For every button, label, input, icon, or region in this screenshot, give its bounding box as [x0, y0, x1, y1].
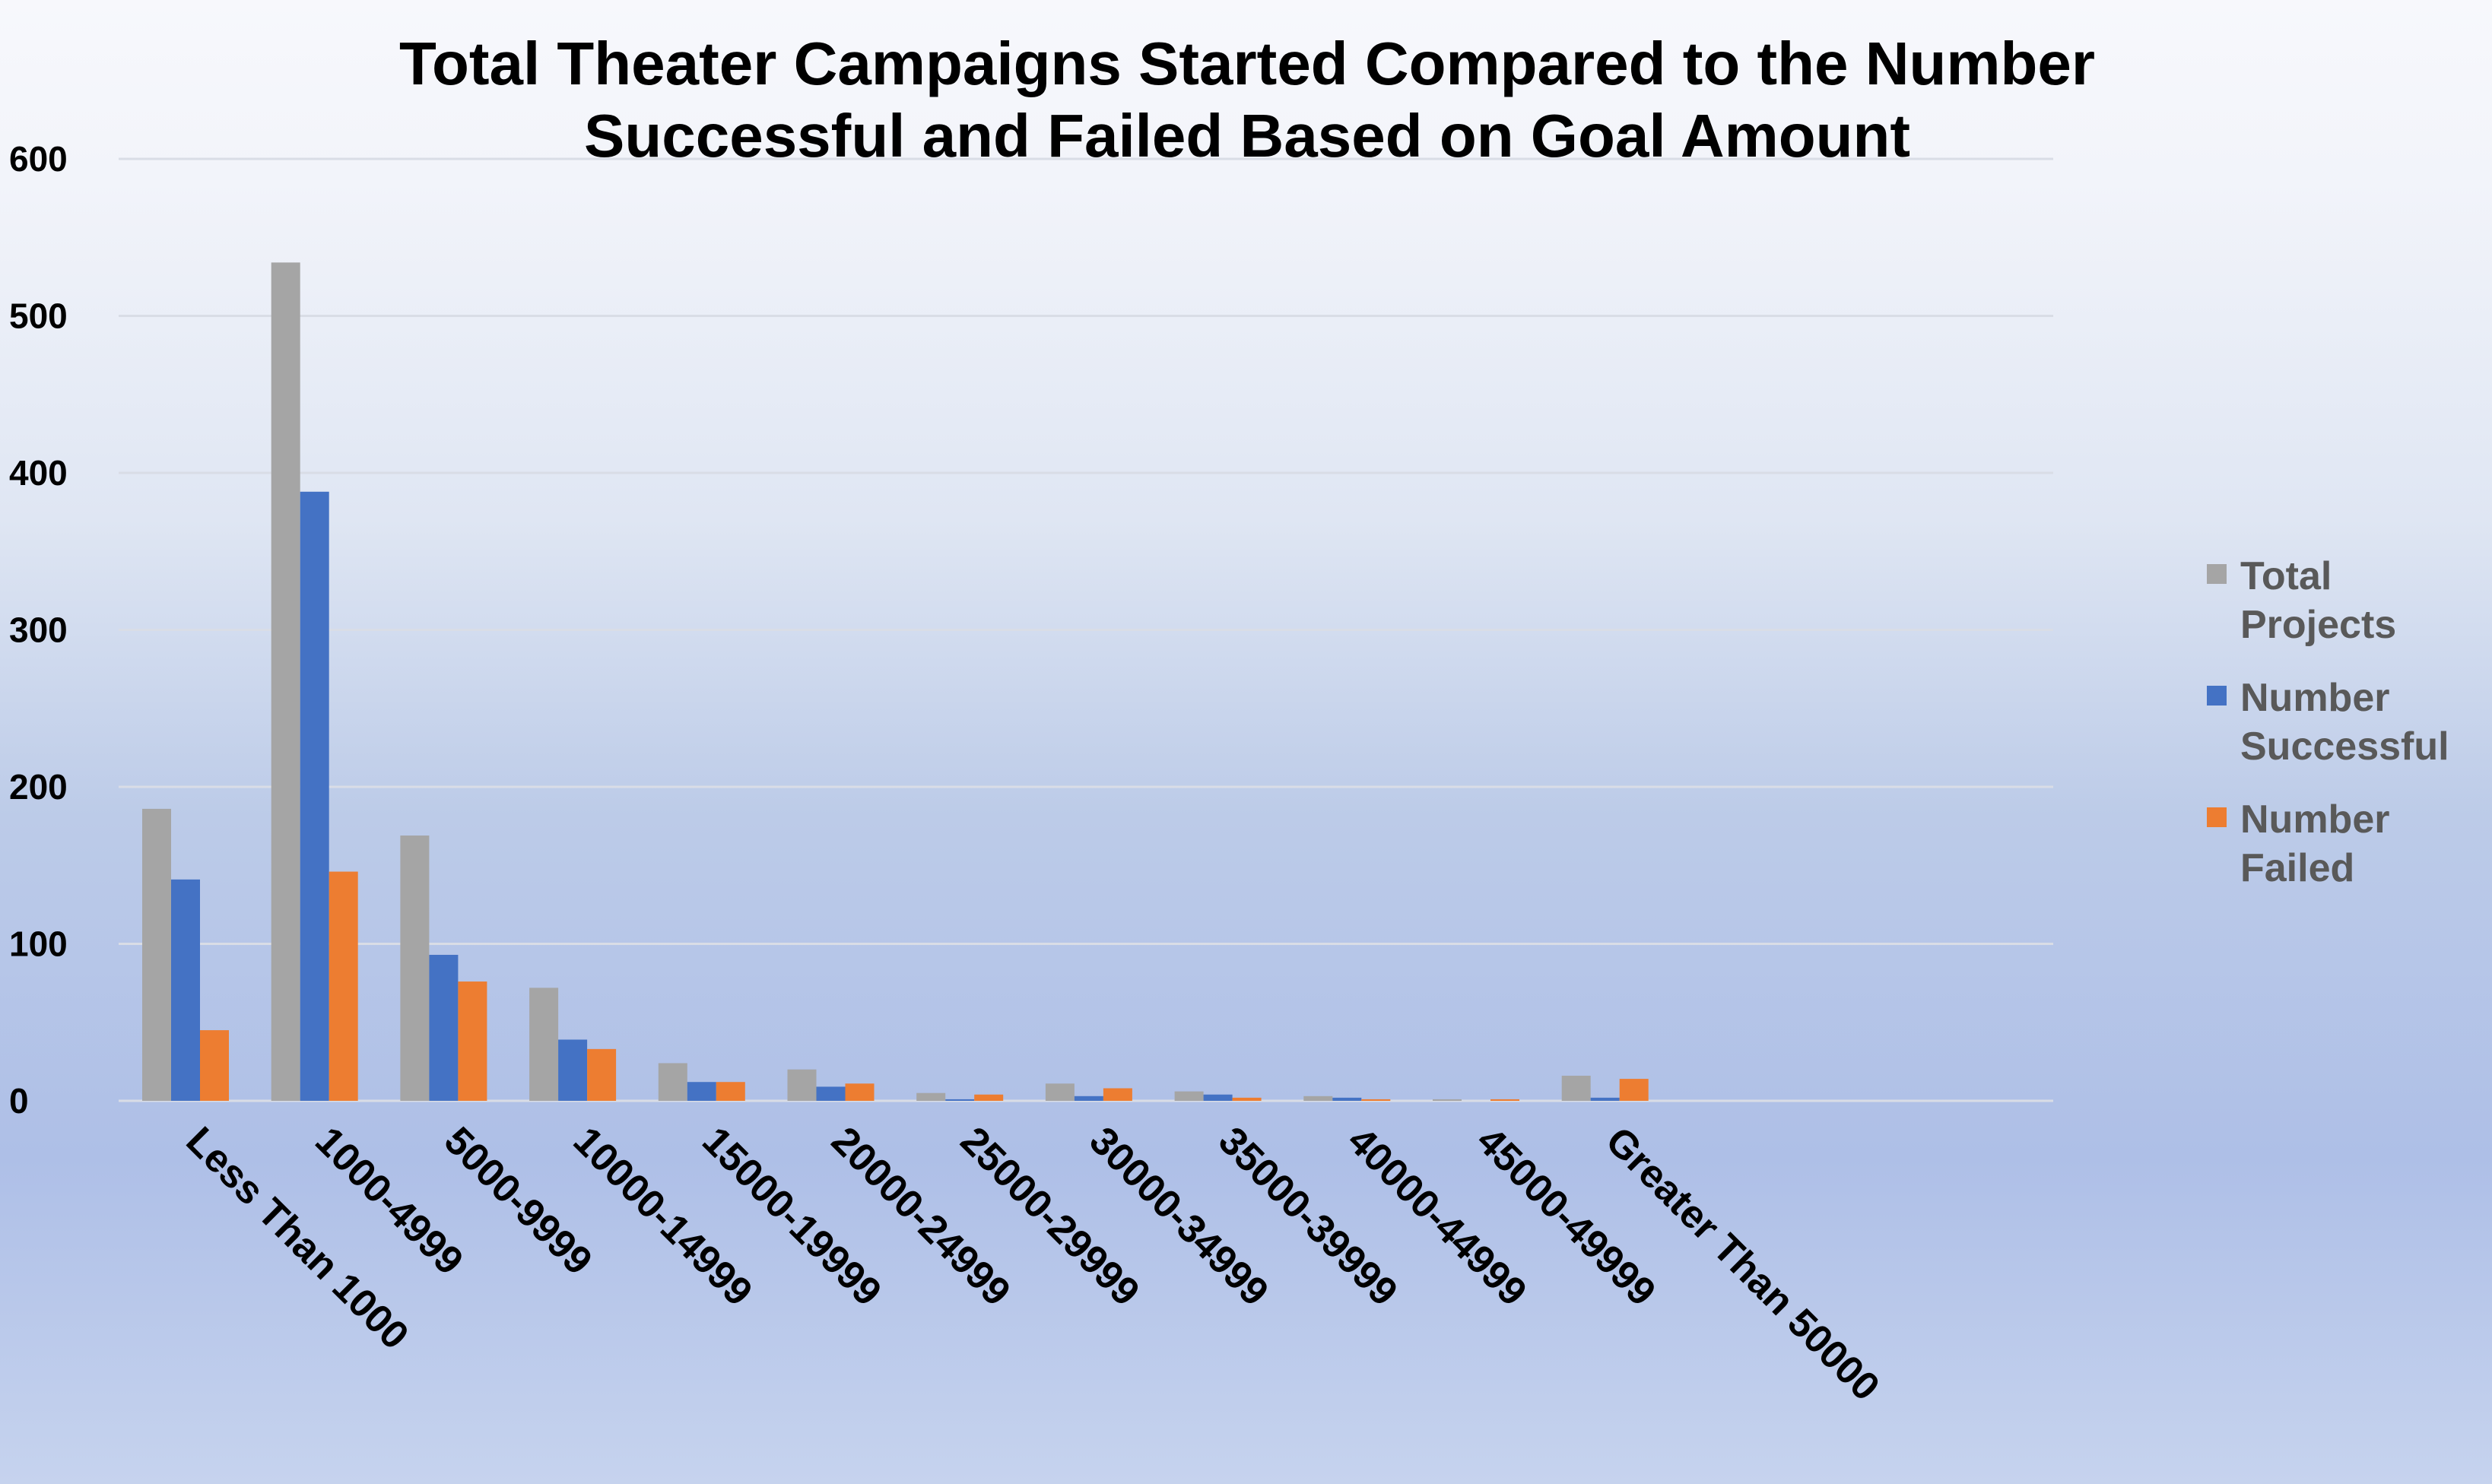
bar-total-projects-7 [1045, 1083, 1075, 1101]
bar-number-failed-3 [587, 1048, 617, 1101]
x-axis-ticks: Less Than 10001000-49995000-999910000-14… [178, 1118, 1888, 1409]
bar-number-successful-8 [1203, 1094, 1233, 1101]
bar-total-projects-1 [271, 262, 300, 1101]
chart-title: Total Theater Campaigns Started Compared… [399, 30, 2095, 170]
bar-number-failed-6 [974, 1094, 1004, 1101]
bar-number-successful-1 [300, 491, 329, 1101]
y-tick-label: 0 [9, 1081, 29, 1121]
bar-total-projects-10 [1433, 1099, 1462, 1101]
y-tick-label: 400 [9, 453, 68, 493]
legend-label: Number [2240, 676, 2389, 720]
bar-number-failed-8 [1232, 1097, 1262, 1101]
bar-number-successful-3 [558, 1039, 588, 1101]
bar-number-failed-9 [1361, 1099, 1391, 1101]
legend-label: Number [2240, 797, 2389, 842]
chart-title-line-1: Total Theater Campaigns Started Compared… [399, 30, 2095, 97]
bar-number-successful-7 [1074, 1096, 1103, 1101]
bar-total-projects-0 [142, 808, 171, 1101]
bar-number-failed-2 [458, 981, 487, 1101]
y-tick-label: 600 [9, 139, 68, 179]
bar-number-failed-7 [1103, 1088, 1132, 1101]
legend-swatch [2207, 564, 2227, 584]
bar-number-failed-0 [200, 1030, 229, 1101]
y-tick-label: 200 [9, 767, 68, 807]
bar-number-successful-6 [945, 1099, 975, 1101]
bar-number-failed-1 [329, 871, 358, 1101]
legend-label: Successful [2240, 725, 2449, 769]
bar-number-successful-2 [429, 954, 459, 1101]
legend-label: Total [2240, 554, 2332, 598]
bar-total-projects-11 [1561, 1075, 1591, 1101]
bar-total-projects-6 [916, 1092, 946, 1101]
y-axis-ticks: 0 100 200 300 400 500 600 [9, 139, 68, 1121]
legend-swatch [2207, 686, 2227, 706]
y-tick-label: 500 [9, 296, 68, 336]
bar-number-failed-4 [716, 1082, 745, 1101]
y-tick-label: 100 [9, 924, 68, 964]
bar-total-projects-4 [658, 1063, 687, 1101]
bar-total-projects-9 [1303, 1096, 1333, 1101]
bar-number-failed-11 [1619, 1079, 1649, 1101]
bar-number-successful-5 [816, 1086, 846, 1101]
bar-total-projects-5 [787, 1069, 817, 1101]
legend: TotalProjectsNumberSuccessfulNumberFaile… [2207, 554, 2449, 890]
bar-number-successful-11 [1590, 1097, 1620, 1101]
bars [142, 262, 1649, 1101]
legend-label: Projects [2240, 603, 2396, 647]
bar-number-successful-9 [1332, 1097, 1362, 1101]
bar-total-projects-2 [400, 836, 430, 1101]
legend-label: Failed [2240, 846, 2354, 890]
bar-number-successful-4 [687, 1082, 716, 1101]
x-tick-label: Less Than 1000 [178, 1118, 417, 1358]
legend-swatch [2207, 807, 2227, 827]
bar-number-failed-10 [1490, 1099, 1519, 1101]
bar-number-failed-5 [845, 1083, 875, 1101]
y-tick-label: 300 [9, 610, 68, 650]
bar-number-successful-0 [171, 879, 200, 1101]
bar-total-projects-3 [529, 988, 559, 1101]
bar-total-projects-8 [1174, 1091, 1204, 1101]
